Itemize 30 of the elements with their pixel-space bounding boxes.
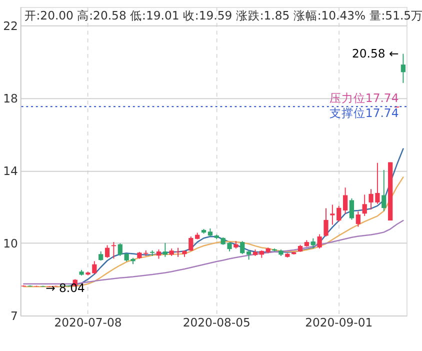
x-tick-label: 2020-08-05 (182, 316, 250, 330)
candlestick (98, 250, 104, 262)
line-series (23, 220, 404, 284)
candlestick (246, 250, 252, 260)
candlestick (240, 240, 245, 255)
y-tick-label: 10 (3, 236, 18, 250)
x-tick-label: 2020-07-08 (54, 316, 122, 330)
candlestick (324, 208, 328, 237)
y-tick-label: 7 (10, 308, 18, 323)
candlestick (356, 210, 360, 228)
annotation: 压力位17.74 (329, 91, 399, 106)
candlestick (156, 248, 162, 260)
annotation: 20.58 ← (352, 46, 399, 60)
ref-line-label: 支撑位17.74 (329, 106, 399, 120)
candlestick (342, 187, 348, 214)
candlestick (317, 234, 322, 250)
y-tick-label: 18 (3, 91, 18, 106)
y-tick-label: 22 (3, 18, 18, 33)
candlestick (382, 169, 386, 212)
candlestick (188, 236, 194, 252)
candlestick (118, 242, 122, 256)
candlestick (310, 238, 316, 250)
x-tick-label: 2020-09-01 (305, 316, 373, 330)
candlestick (349, 198, 354, 220)
candlestick (400, 53, 406, 84)
candlestick (111, 242, 116, 260)
candlestick (104, 244, 110, 258)
candlestick (162, 242, 168, 258)
y-tick-label: 14 (3, 164, 18, 178)
candlestick (362, 194, 367, 216)
